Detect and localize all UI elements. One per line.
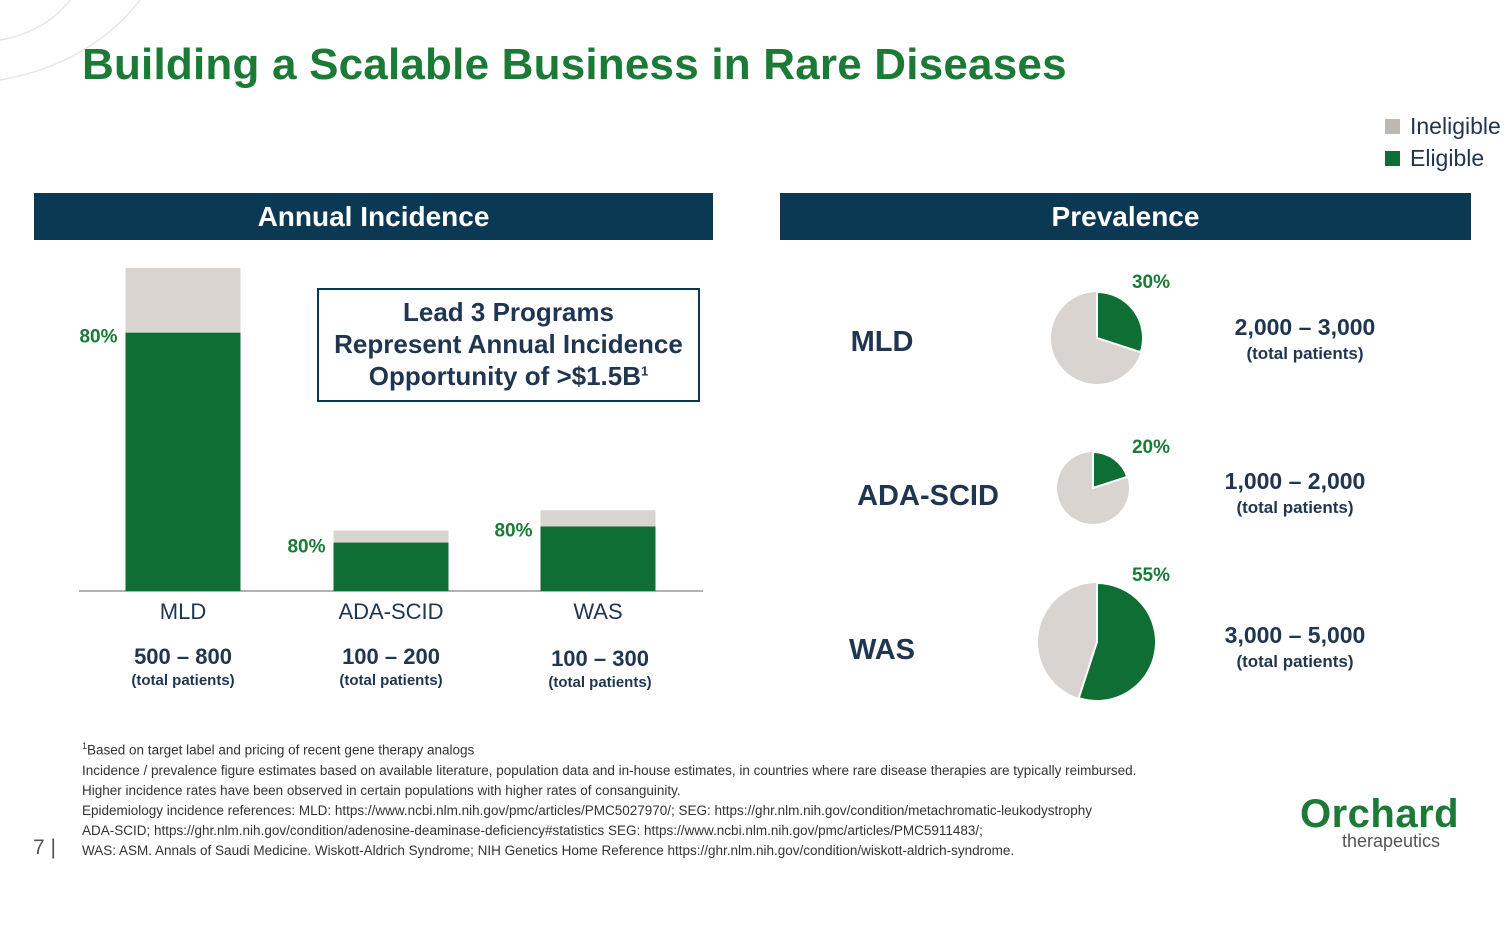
footnote-1-text: Based on target label and pricing of rec…	[87, 742, 475, 758]
bar-percent-label: 80%	[79, 327, 117, 348]
pie-label-mld: MLD	[851, 326, 914, 358]
pie-percent-was: 55%	[1132, 565, 1170, 586]
legend-item-eligible: Eligible	[1385, 142, 1501, 174]
pie-sub-ada-scid: (total patients)	[1236, 498, 1353, 517]
pie-label-ada-scid: ADA-SCID	[857, 480, 999, 512]
pie-range-was: 3,000 – 5,000	[1225, 622, 1366, 648]
bar-eligible-mld	[125, 332, 241, 591]
incidence-bar-chart: 80% MLD 500 – 800 (total patients) 80% ADA-SC…	[79, 268, 703, 691]
annual-incidence-header: Annual Incidence	[34, 193, 713, 240]
legend-swatch-eligible	[1385, 150, 1400, 166]
range-label: 100 – 200	[342, 644, 440, 669]
footnote-3: Higher incidence rates have been observe…	[82, 782, 681, 798]
pie-range-mld: 2,000 – 3,000	[1235, 314, 1376, 340]
bar-percent-label: 80%	[287, 537, 325, 558]
footnote-2: Incidence / prevalence figure estimates …	[82, 762, 1137, 778]
callout-line-3-text: Opportunity of >$1.5B	[368, 361, 642, 391]
pie-range-ada-scid: 1,000 – 2,000	[1225, 468, 1366, 494]
range-sub-label: (total patients)	[131, 672, 234, 689]
pie-eligible-was	[1077, 581, 1157, 702]
callout-line-1: Lead 3 Programs	[403, 297, 614, 327]
decorative-arcs	[0, 0, 141, 81]
category-label: WAS	[573, 599, 622, 624]
footnote-mark: 1	[82, 741, 88, 751]
bar-eligible-was	[540, 526, 656, 591]
range-sub-label: (total patients)	[339, 672, 442, 689]
legend-label-ineligible: Ineligible	[1410, 112, 1501, 139]
footnote-1: 1Based on target label and pricing of re…	[82, 736, 1282, 761]
footnotes: 1Based on target label and pricing of re…	[82, 736, 1282, 861]
range-label: 500 – 800	[134, 644, 232, 669]
footnote-5: ADA-SCID; https://ghr.nlm.nih.gov/condit…	[82, 822, 983, 838]
legend-item-ineligible: Ineligible	[1385, 110, 1501, 142]
bar-eligible-ada-scid	[333, 542, 449, 591]
category-label: MLD	[160, 599, 206, 624]
pie-label-was: WAS	[849, 634, 915, 666]
pie-eligible-ada-scid	[1092, 450, 1129, 490]
pie-percent-ada-scid: 20%	[1132, 437, 1170, 458]
prevalence-pie-charts: MLD 30% 2,000 – 3,000 (total patients) ADA-S…	[849, 272, 1376, 702]
legend-swatch-ineligible	[1385, 118, 1400, 134]
pie-sub-mld: (total patients)	[1246, 344, 1363, 363]
range-sub-label: (total patients)	[548, 674, 651, 691]
page-title: Building a Scalable Business in Rare Dis…	[82, 40, 1067, 89]
callout-footnote-mark: 1	[641, 363, 649, 379]
pie-eligible-mld	[1096, 290, 1144, 354]
logo-name: Orchard	[1300, 792, 1460, 836]
orchard-logo: Orchard therapeutics	[1300, 792, 1470, 852]
logo-subtitle: therapeutics	[1342, 831, 1441, 851]
callout-line-2: Represent Annual Incidence	[334, 329, 683, 359]
callout-box: Lead 3 Programs Represent Annual Inciden…	[317, 288, 700, 402]
category-label: ADA-SCID	[338, 599, 443, 624]
chart-legend: Ineligible Eligible	[1385, 110, 1501, 174]
bar-ineligible-ada-scid	[333, 530, 449, 543]
footnote-4: Epidemiology incidence references: MLD: …	[82, 802, 1092, 818]
bar-percent-label: 80%	[494, 520, 532, 541]
bar-ineligible-was	[540, 510, 656, 527]
page-number: 7 |	[33, 836, 56, 859]
prevalence-header: Prevalence	[780, 193, 1471, 240]
bar-ineligible-mld	[125, 268, 241, 333]
range-label: 100 – 300	[551, 646, 649, 671]
legend-label-eligible: Eligible	[1410, 144, 1485, 171]
pie-percent-mld: 30%	[1132, 272, 1170, 293]
footnote-6: WAS: ASM. Annals of Saudi Medicine. Wisk…	[82, 842, 1015, 858]
callout-line-3: Opportunity of >$1.5B1	[319, 360, 698, 392]
pie-sub-was: (total patients)	[1236, 652, 1353, 671]
